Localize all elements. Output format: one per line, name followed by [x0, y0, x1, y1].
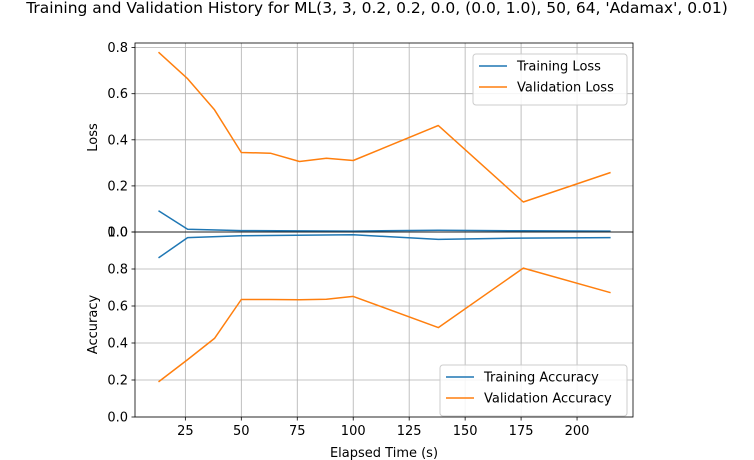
series-line — [158, 234, 611, 259]
plot-frame — [134, 231, 634, 418]
legend-label: Validation Accuracy — [484, 392, 612, 407]
y-tick-label: 0.0 — [107, 411, 128, 426]
x-tick-label: 50 — [233, 424, 250, 439]
y-tick-label: 0.4 — [107, 133, 128, 148]
y-axis-label: Loss — [86, 123, 101, 152]
y-tick-label: 0.4 — [107, 337, 128, 352]
legend: Training Accuracy Validation Accuracy — [439, 364, 628, 417]
legend-label: Training Accuracy — [483, 371, 599, 386]
series-line — [158, 210, 611, 232]
y-tick-label: 0.0 — [107, 226, 128, 241]
x-tick-label: 100 — [341, 424, 366, 439]
legend-box — [472, 53, 628, 106]
loss-subplot: 0.0 0.2 0.4 0.6 0.8 Loss Training Loss Validati… — [86, 41, 634, 241]
y-tick-label: 0.2 — [107, 179, 128, 194]
legend: Training Loss Validation Loss — [472, 53, 628, 106]
x-tick-label: 75 — [289, 424, 306, 439]
legend-label: Validation Loss — [517, 81, 614, 96]
y-tick-label: 0.2 — [107, 374, 128, 389]
y-axis-label: Accuracy — [86, 295, 101, 355]
x-tick-label: 25 — [177, 424, 194, 439]
y-tick-label: 0.6 — [107, 87, 128, 102]
chart-title: Training and Validation History for ML(3… — [25, 0, 728, 17]
x-axis-label: Elapsed Time (s) — [330, 446, 438, 460]
x-tick-label: 125 — [397, 424, 422, 439]
legend-box — [439, 364, 628, 417]
legend-label: Training Loss — [516, 60, 601, 75]
x-tick-label: 150 — [453, 424, 478, 439]
series-line — [157, 51, 611, 203]
y-tick-label: 0.8 — [107, 41, 128, 56]
accuracy-subplot: 0.0 0.2 0.4 0.6 0.8 1.0 Accuracy Training Accur… — [86, 226, 634, 439]
series-line — [158, 267, 611, 383]
y-tick-label: 1.0 — [107, 226, 128, 241]
x-tick-label: 175 — [509, 424, 534, 439]
x-tick-label: 200 — [565, 424, 590, 439]
y-tick-label: 0.8 — [107, 263, 128, 278]
y-tick-label: 0.6 — [107, 300, 128, 315]
